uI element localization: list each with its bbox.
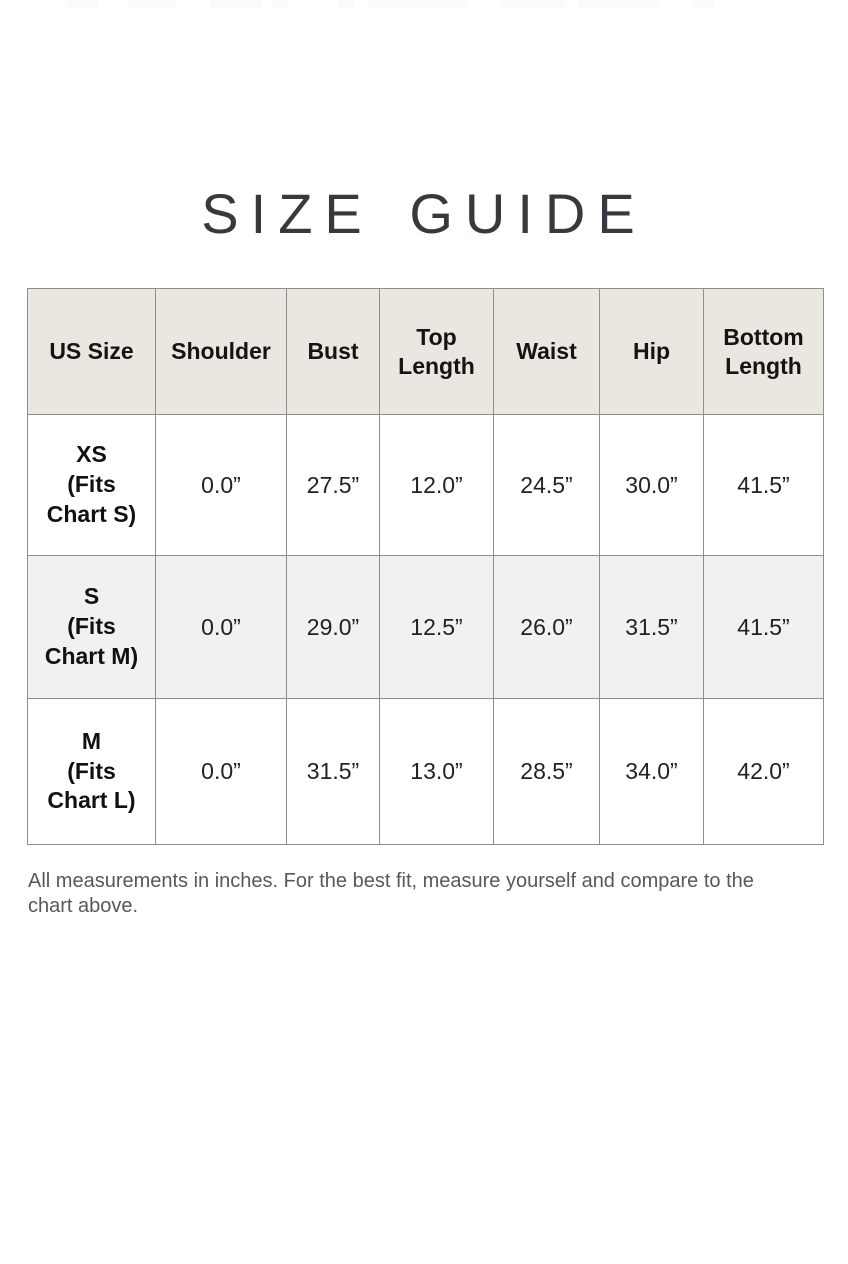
- column-header-bust: Bust: [286, 288, 380, 415]
- top-edge-artifact: [210, 0, 262, 7]
- top-edge-artifact: [128, 0, 177, 7]
- size-label-s: S (Fits Chart M): [27, 555, 156, 699]
- column-header-waist: Waist: [493, 288, 600, 415]
- cell-m-bottom-length: 42.0”: [703, 698, 824, 845]
- top-edge-artifact: [368, 0, 469, 7]
- top-edge-artifact: [65, 0, 98, 7]
- cell-m-shoulder: 0.0”: [155, 698, 287, 845]
- table-header-row: US Size Shoulder Bust Top Length Waist H…: [27, 288, 824, 415]
- table-row-m: M (Fits Chart L) 0.0” 31.5” 13.0” 28.5” …: [27, 698, 824, 845]
- cell-s-bottom-length: 41.5”: [703, 555, 824, 699]
- cell-s-waist: 26.0”: [493, 555, 600, 699]
- cell-xs-bottom-length: 41.5”: [703, 414, 824, 556]
- cell-s-top-length: 12.5”: [379, 555, 494, 699]
- page-title: SIZE GUIDE: [201, 182, 647, 245]
- cell-xs-top-length: 12.0”: [379, 414, 494, 556]
- column-header-bottom-length: Bottom Length: [703, 288, 824, 415]
- cell-xs-hip: 30.0”: [599, 414, 704, 556]
- size-guide-table: US Size Shoulder Bust Top Length Waist H…: [27, 288, 824, 845]
- cell-m-waist: 28.5”: [493, 698, 600, 845]
- top-edge-artifact: [499, 0, 567, 7]
- size-label-xs: XS (Fits Chart S): [27, 414, 156, 556]
- cell-s-bust: 29.0”: [286, 555, 380, 699]
- table-row-xs: XS (Fits Chart S) 0.0” 27.5” 12.0” 24.5”…: [27, 414, 824, 556]
- size-label-m: M (Fits Chart L): [27, 698, 156, 845]
- top-edge-artifact: [578, 0, 659, 7]
- cell-xs-waist: 24.5”: [493, 414, 600, 556]
- top-edge-artifact: [272, 0, 289, 7]
- cell-s-shoulder: 0.0”: [155, 555, 287, 699]
- cell-s-hip: 31.5”: [599, 555, 704, 699]
- measurement-footnote: All measurements in inches. For the best…: [28, 870, 754, 917]
- table-row-s: S (Fits Chart M) 0.0” 29.0” 12.5” 26.0” …: [27, 555, 824, 699]
- cell-xs-bust: 27.5”: [286, 414, 380, 556]
- cell-m-hip: 34.0”: [599, 698, 704, 845]
- cell-xs-shoulder: 0.0”: [155, 414, 287, 556]
- cell-m-top-length: 13.0”: [379, 698, 494, 845]
- column-header-us-size: US Size: [27, 288, 156, 415]
- column-header-top-length: Top Length: [379, 288, 494, 415]
- top-edge-artifact: [338, 0, 354, 7]
- cell-m-bust: 31.5”: [286, 698, 380, 845]
- top-edge-artifact: [692, 0, 714, 7]
- column-header-hip: Hip: [599, 288, 704, 415]
- column-header-shoulder: Shoulder: [155, 288, 287, 415]
